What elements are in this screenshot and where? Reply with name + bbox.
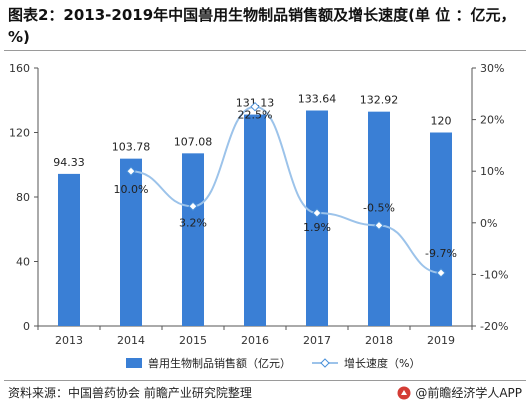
title-divider xyxy=(4,50,526,51)
legend: 兽用生物制品销售额（亿元） 增长速度（%） xyxy=(126,356,420,370)
growth-value-label: -0.5% xyxy=(363,201,395,214)
bar xyxy=(120,158,142,326)
x-tick-label: 2013 xyxy=(55,334,83,347)
bar xyxy=(58,173,80,326)
brand-logo-icon xyxy=(397,386,411,399)
plot-area: 0 40 80 120 160 -20% -10% 0% 10% 20% 30% 2013 2014 20… xyxy=(9,62,508,347)
bar-value-label: 103.78 xyxy=(112,141,151,154)
legend-label-growth: 增长速度（%） xyxy=(344,356,420,370)
growth-point xyxy=(188,201,198,211)
y-right-tick-label: 20% xyxy=(480,114,504,127)
y-left-tick-label: 0 xyxy=(23,320,30,333)
growth-point xyxy=(436,268,446,278)
footer-divider xyxy=(4,380,526,381)
bar-value-label: 133.64 xyxy=(298,93,337,106)
bar-value-label: 107.08 xyxy=(174,135,213,148)
growth-value-label: 1.9% xyxy=(303,221,331,234)
brand-badge: @前瞻经济学人APP xyxy=(397,384,522,401)
x-tick-label: 2016 xyxy=(241,334,269,347)
combo-chart: 0 40 80 120 160 -20% -10% 0% 10% 20% 30% 2013 2014 20… xyxy=(9,62,508,370)
growth-point xyxy=(374,220,384,231)
growth-line xyxy=(130,105,442,274)
bar xyxy=(182,153,204,326)
x-tick-label: 2014 xyxy=(117,334,145,347)
y-right-tick-label: -20% xyxy=(480,320,508,333)
bar xyxy=(244,114,266,326)
source-note: 资料来源：中国兽药协会 前瞻产业研究院整理 xyxy=(8,386,252,400)
brand-text: @前瞻经济学人APP xyxy=(415,386,522,400)
growth-value-label: -9.7% xyxy=(425,247,457,260)
chart-title: 图表2：2013-2019年中国兽用生物制品销售额及增长速度(单 位 ：亿元，%… xyxy=(8,6,516,46)
growth-point xyxy=(250,101,260,112)
y-right-tick-label: -10% xyxy=(480,268,508,281)
y-left-tick-label: 40 xyxy=(16,256,30,269)
legend-marker-growth xyxy=(320,358,330,368)
legend-label-sales: 兽用生物制品销售额（亿元） xyxy=(148,356,291,370)
bar xyxy=(430,132,452,326)
bar-value-label: 120 xyxy=(431,115,452,128)
bar xyxy=(306,110,328,327)
growth-value-label: 3.2% xyxy=(179,216,207,229)
y-right-tick-label: 10% xyxy=(480,165,504,178)
y-left-tick-label: 120 xyxy=(9,127,30,140)
legend-swatch-sales xyxy=(126,358,142,368)
y-left-tick-label: 80 xyxy=(16,191,30,204)
bar-value-label: 94.33 xyxy=(53,156,85,169)
y-right-tick-label: 30% xyxy=(480,62,504,75)
growth-value-label: 10.0% xyxy=(114,183,149,196)
x-tick-label: 2017 xyxy=(303,334,331,347)
x-tick-label: 2018 xyxy=(365,334,393,347)
bar xyxy=(368,111,390,326)
bar-value-label: 132.92 xyxy=(360,94,399,107)
growth-point xyxy=(312,208,322,218)
growth-value-label: 22.5% xyxy=(238,109,273,122)
y-left-tick-label: 160 xyxy=(9,62,30,75)
y-right-tick-label: 0% xyxy=(480,217,497,230)
x-tick-label: 2019 xyxy=(427,334,455,347)
x-tick-label: 2015 xyxy=(179,334,207,347)
growth-point xyxy=(126,166,136,176)
